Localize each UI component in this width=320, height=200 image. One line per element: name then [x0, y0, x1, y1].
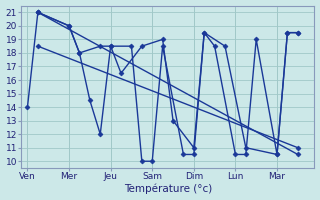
- X-axis label: Température (°c): Température (°c): [124, 184, 212, 194]
